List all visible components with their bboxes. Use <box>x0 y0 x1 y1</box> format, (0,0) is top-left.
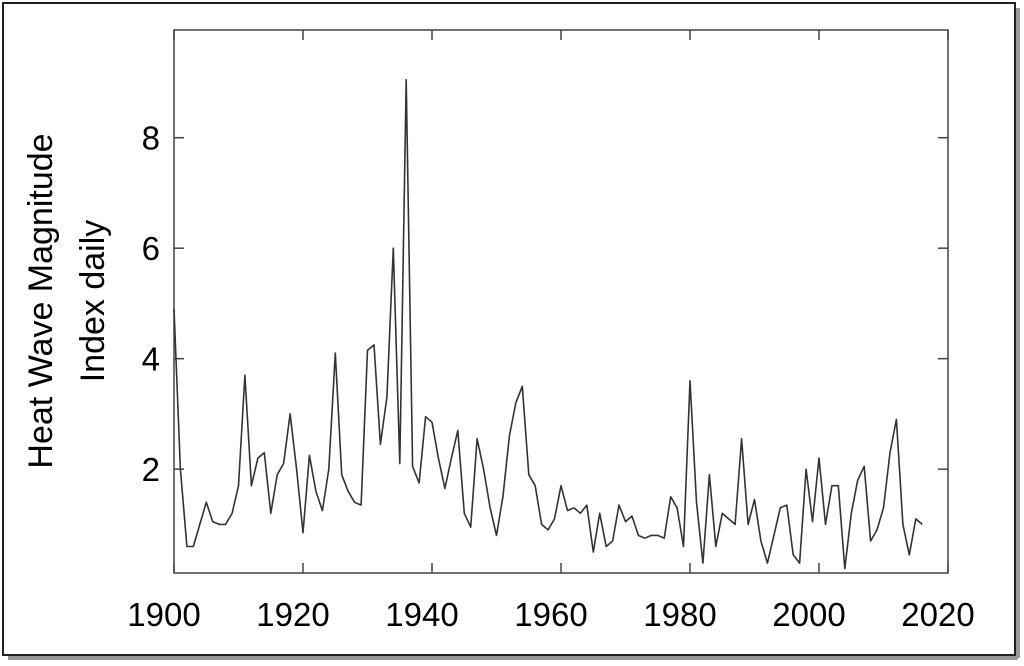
x-tick-label: 2020 <box>901 596 974 633</box>
y-tick-label: 2 <box>142 451 160 488</box>
x-tick-label: 1940 <box>385 596 458 633</box>
x-tick-label: 2000 <box>772 596 845 633</box>
y-tick-label: 6 <box>142 230 160 267</box>
data-line <box>173 78 923 570</box>
y-axis-label: Index daily <box>74 220 112 383</box>
x-tick-label: 1980 <box>643 596 716 633</box>
x-tick-label: 1900 <box>127 596 200 633</box>
frame <box>2 2 1016 656</box>
y-axis-label: Heat Wave Magnitude <box>22 133 60 468</box>
x-tick-label: 1920 <box>256 596 329 633</box>
y-tick-label: 4 <box>142 341 160 378</box>
x-tick-label: 1960 <box>514 596 587 633</box>
y-tick-label: 8 <box>142 120 160 157</box>
